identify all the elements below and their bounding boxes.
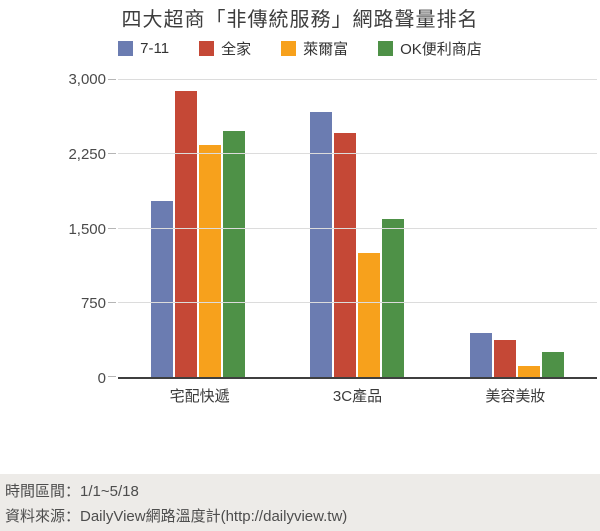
- x-category-label: 宅配快遞: [169, 388, 230, 405]
- x-category-label: 美容美妝: [485, 388, 546, 405]
- gridline: [118, 227, 597, 229]
- legend-label: 7-11: [140, 39, 170, 57]
- plot-row: 0 750 1,500 2,250 3,000: [0, 71, 600, 387]
- y-tick-label: 0: [97, 370, 106, 387]
- bar-全家: [174, 90, 197, 377]
- legend-swatch-icon: [199, 40, 215, 56]
- bar-groups: [118, 80, 597, 377]
- gridline: [118, 153, 597, 155]
- bar-萊爾富: [518, 366, 541, 377]
- legend-item: 萊爾富: [281, 38, 348, 59]
- y-tick-label: 3,000: [68, 71, 106, 88]
- source-footer: 時間區間：1/1~5/18 資料來源：DailyView網路溫度計(http:/…: [0, 474, 600, 531]
- bar-7-11: [470, 333, 493, 377]
- data-source-text: 資料來源：DailyView網路溫度計(http://dailyview.tw): [5, 508, 348, 525]
- y-tick-label: 2,250: [68, 145, 106, 163]
- bar-OK便利商店: [542, 352, 565, 377]
- y-tick: [108, 79, 116, 80]
- plot-area: [108, 79, 597, 379]
- chart-page: 四大超商「非傳統服務」網路聲量排名 7-11 全家 萊爾富 OK便利商店 0 750 1,…: [0, 6, 600, 531]
- y-tick-label: 1,500: [68, 220, 106, 238]
- legend-label: 全家: [221, 40, 252, 58]
- bar-group: [310, 80, 405, 377]
- time-range-text: 時間區間：1/1~5/18: [5, 483, 139, 500]
- chart-legend: 7-11 全家 萊爾富 OK便利商店: [0, 38, 600, 58]
- chart-title: 四大超商「非傳統服務」網路聲量排名: [121, 9, 479, 31]
- legend-item: 全家: [199, 38, 251, 59]
- bar-7-11: [150, 201, 173, 377]
- gridline: [118, 79, 597, 80]
- x-category-label: 3C產品: [332, 388, 383, 405]
- legend-item: OK便利商店: [378, 38, 482, 59]
- legend-swatch-icon: [378, 40, 394, 56]
- legend-item: 7-11: [118, 40, 169, 57]
- legend-swatch-icon: [118, 40, 134, 56]
- bar-全家: [494, 339, 517, 377]
- legend-swatch-icon: [281, 40, 297, 56]
- y-axis: 0 750 1,500 2,250 3,000: [0, 71, 118, 387]
- y-tick: [108, 153, 116, 155]
- y-tick: [108, 301, 116, 303]
- y-tick: [108, 227, 116, 229]
- bar-OK便利商店: [382, 218, 405, 377]
- bar-group: [150, 80, 245, 377]
- bar-OK便利商店: [222, 130, 245, 377]
- gridline: [118, 301, 597, 303]
- bar-萊爾富: [358, 253, 381, 377]
- bar-group: [470, 80, 565, 377]
- legend-label: 萊爾富: [303, 40, 349, 58]
- x-axis-labels: 宅配快遞 3C產品 美容美妝: [118, 385, 597, 406]
- bar-7-11: [310, 112, 333, 377]
- bar-萊爾富: [198, 145, 221, 377]
- legend-label: OK便利商店: [400, 40, 482, 58]
- bar-全家: [334, 132, 357, 377]
- y-tick: [108, 376, 116, 377]
- y-tick-label: 750: [80, 295, 106, 313]
